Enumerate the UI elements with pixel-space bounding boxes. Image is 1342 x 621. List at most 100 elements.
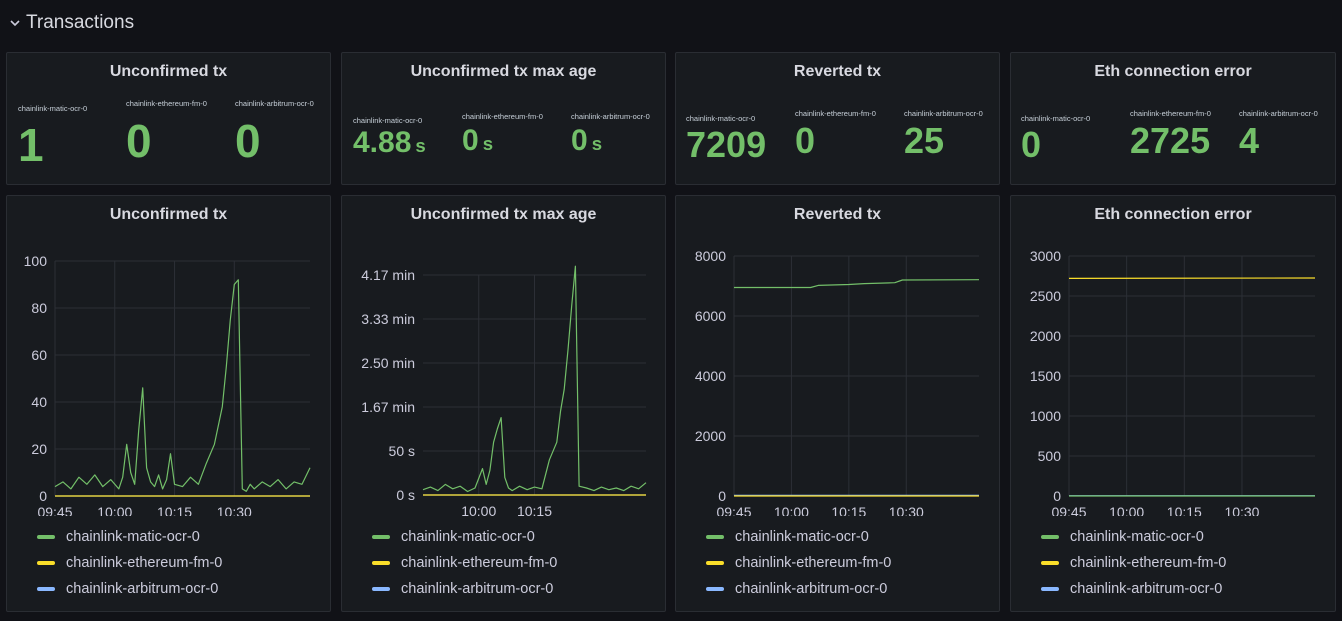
chart-panel-unconfirmed-tx[interactable]: Unconfirmed tx 0 20 40 60 80 100 09:45 10:00 10:…	[6, 195, 331, 612]
x-tick-label: 10:00	[1109, 504, 1144, 516]
x-tick-label: 10:15	[157, 504, 192, 516]
legend-swatch	[1041, 587, 1059, 591]
legend-swatch	[372, 561, 390, 565]
legend-swatch	[37, 587, 55, 591]
legend-item-ethereum[interactable]: chainlink-ethereum-fm-0	[37, 550, 222, 576]
panel-title: Unconfirmed tx	[109, 206, 228, 223]
legend-item-matic[interactable]: chainlink-matic-ocr-0	[706, 524, 891, 550]
y-tick-label: 4000	[695, 368, 726, 384]
chart-panel-reverted-tx[interactable]: Reverted tx 0 2000 4000 6000 8000 09:45 10:00 1…	[675, 195, 1000, 612]
stat-arbitrum: chainlink-arbitrum-ocr-0 0	[235, 99, 314, 167]
y-tick-label: 2.50 min	[361, 355, 415, 371]
y-tick-label: 1000	[1030, 408, 1061, 424]
stat-matic: chainlink-matic-ocr-0 7209	[686, 114, 767, 165]
legend-item-matic[interactable]: chainlink-matic-ocr-0	[372, 524, 557, 550]
x-tick-label: 09:45	[1051, 504, 1086, 516]
y-tick-label: 0	[718, 488, 726, 504]
y-tick-label: 2000	[1030, 328, 1061, 344]
x-tick-label: 09:45	[37, 504, 72, 516]
legend-item-ethereum[interactable]: chainlink-ethereum-fm-0	[706, 550, 891, 576]
x-tick-label: 10:00	[774, 504, 809, 516]
y-tick-label: 3.33 min	[361, 311, 415, 327]
legend-item-arbitrum[interactable]: chainlink-arbitrum-ocr-0	[372, 576, 557, 602]
stat-panel-unconfirmed-tx[interactable]: Unconfirmed tx chainlink-matic-ocr-0 1 c…	[6, 52, 331, 185]
series-line-chainlink-matic-ocr-0[interactable]	[734, 279, 980, 289]
y-tick-label: 100	[24, 253, 48, 269]
stat-matic: chainlink-matic-ocr-0 0	[1021, 114, 1091, 165]
stat-ethereum: chainlink-ethereum-fm-0 0	[795, 109, 876, 161]
y-tick-label: 20	[31, 441, 47, 457]
legend-swatch	[1041, 535, 1059, 539]
y-tick-label: 8000	[695, 248, 726, 264]
legend-item-arbitrum[interactable]: chainlink-arbitrum-ocr-0	[1041, 576, 1226, 602]
chart-unconfirmed-tx: 0 20 40 60 80 100 09:45 10:00 10:15 10:30	[24, 253, 311, 516]
chart-panel-eth-connection-error[interactable]: Eth connection error 0 500 1000 1500 2000 250…	[1010, 195, 1336, 612]
x-tick-label: 10:15	[517, 503, 552, 516]
y-tick-label: 50 s	[389, 443, 415, 459]
panel-title: Unconfirmed tx	[109, 63, 228, 80]
y-tick-label: 1.67 min	[361, 399, 415, 415]
x-tick-label: 10:00	[97, 504, 132, 516]
x-tick-label: 10:00	[461, 503, 496, 516]
legend-swatch	[706, 587, 724, 591]
legend-item-matic[interactable]: chainlink-matic-ocr-0	[1041, 524, 1226, 550]
y-tick-label: 0 s	[396, 487, 415, 503]
x-tick-label: 10:15	[1167, 504, 1202, 516]
y-tick-label: 3000	[1030, 248, 1061, 264]
x-tick-label: 09:45	[716, 504, 751, 516]
y-tick-label: 4.17 min	[361, 267, 415, 283]
y-tick-label: 60	[31, 347, 47, 363]
legend-swatch	[372, 587, 390, 591]
legend-item-arbitrum[interactable]: chainlink-arbitrum-ocr-0	[37, 576, 222, 602]
stat-arbitrum: chainlink-arbitrum-ocr-0 25	[904, 109, 983, 161]
panel-title: Unconfirmed tx max age	[410, 206, 597, 223]
x-tick-label: 10:30	[889, 504, 924, 516]
legend-item-arbitrum[interactable]: chainlink-arbitrum-ocr-0	[706, 576, 891, 602]
stat-ethereum: chainlink-ethereum-fm-0 0	[126, 99, 207, 167]
panel-title: Eth connection error	[1094, 206, 1252, 223]
legend-swatch	[706, 561, 724, 565]
x-tick-label: 10:15	[831, 504, 866, 516]
stat-panel-eth-connection-error[interactable]: Eth connection error chainlink-matic-ocr…	[1010, 52, 1336, 185]
y-tick-label: 2000	[695, 428, 726, 444]
legend-swatch	[37, 535, 55, 539]
legend-swatch	[706, 535, 724, 539]
legend: chainlink-matic-ocr-0 chainlink-ethereum…	[706, 524, 891, 602]
panel-title: Reverted tx	[793, 63, 882, 80]
chart-reverted-tx: 0 2000 4000 6000 8000 09:45 10:00 10:15 10:30	[695, 248, 980, 516]
chevron-down-icon	[10, 20, 20, 27]
stat-ethereum: chainlink-ethereum-fm-0 2725	[1130, 109, 1211, 161]
legend-item-ethereum[interactable]: chainlink-ethereum-fm-0	[372, 550, 557, 576]
series-line-chainlink-matic-ocr-0[interactable]	[54, 279, 311, 492]
y-tick-label: 0	[39, 488, 47, 504]
legend-swatch	[37, 561, 55, 565]
row-header-transactions[interactable]: Transactions	[8, 9, 134, 37]
stat-panel-reverted-tx[interactable]: Reverted tx chainlink-matic-ocr-0 7209 c…	[675, 52, 1000, 185]
stat-panel-unconfirmed-tx-max-age[interactable]: Unconfirmed tx max age chainlink-matic-o…	[341, 52, 666, 185]
row-title: Transactions	[26, 12, 135, 33]
legend: chainlink-matic-ocr-0 chainlink-ethereum…	[37, 524, 222, 602]
y-tick-label: 1500	[1030, 368, 1061, 384]
legend-swatch	[372, 535, 390, 539]
legend-item-ethereum[interactable]: chainlink-ethereum-fm-0	[1041, 550, 1226, 576]
stat-matic: chainlink-matic-ocr-0 4.88 s	[353, 116, 426, 159]
y-tick-label: 6000	[695, 308, 726, 324]
stat-arbitrum: chainlink-arbitrum-ocr-0 4	[1239, 109, 1318, 161]
chart-unconfirmed-tx-max-age: 0 s 50 s 1.67 min 2.50 min 3.33 min 4.17 min 1…	[361, 265, 647, 516]
y-tick-label: 2500	[1030, 288, 1061, 304]
series-line-chainlink-matic-ocr-0[interactable]	[422, 265, 647, 493]
panel-title: Reverted tx	[793, 206, 882, 223]
stat-matic: chainlink-matic-ocr-0 1	[18, 104, 88, 171]
y-tick-label: 80	[31, 300, 47, 316]
chart-eth-connection-error: 0 500 1000 1500 2000 2500 3000 09:45 10:00 10:15 1…	[1030, 248, 1316, 516]
y-tick-label: 500	[1038, 448, 1062, 464]
chart-panel-unconfirmed-tx-max-age[interactable]: Unconfirmed tx max age 0 s 50 s 1.67 min 2.…	[341, 195, 666, 612]
x-tick-label: 10:30	[217, 504, 252, 516]
legend-item-matic[interactable]: chainlink-matic-ocr-0	[37, 524, 222, 550]
panel-title: Unconfirmed tx max age	[410, 63, 597, 80]
legend: chainlink-matic-ocr-0 chainlink-ethereum…	[1041, 524, 1226, 602]
legend: chainlink-matic-ocr-0 chainlink-ethereum…	[372, 524, 557, 602]
x-tick-label: 10:30	[1224, 504, 1259, 516]
